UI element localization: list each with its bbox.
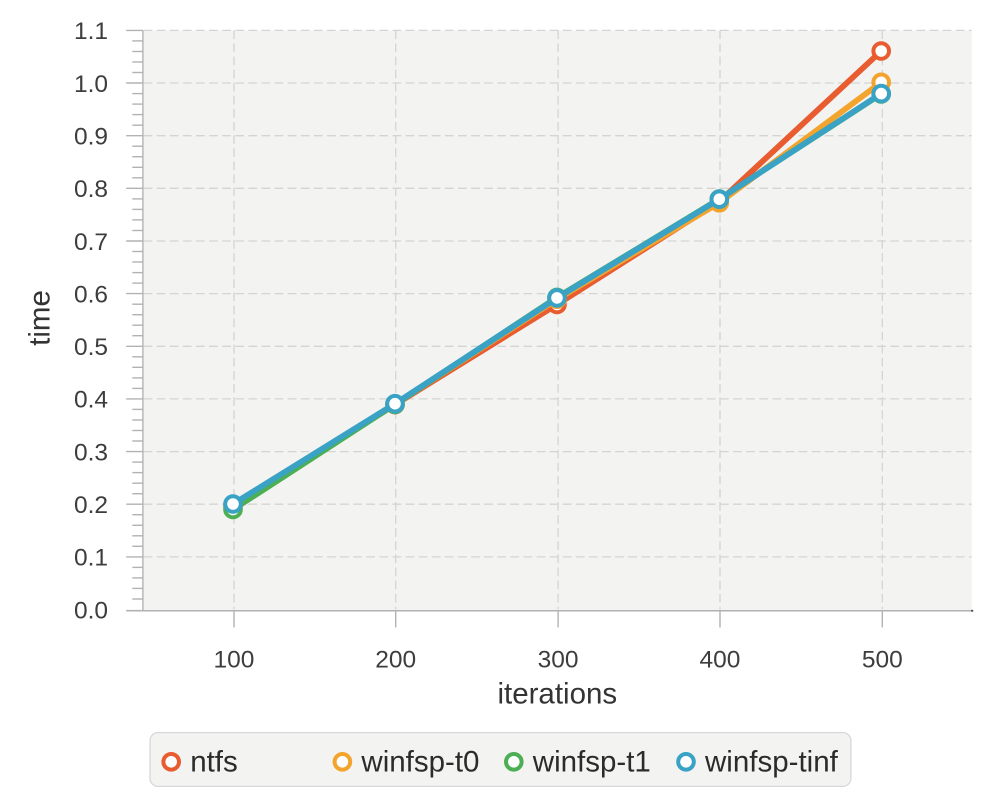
svg-text:0.5: 0.5 [74,334,108,361]
svg-text:0.1: 0.1 [74,545,108,572]
svg-text:winfsp-t0: winfsp-t0 [360,745,479,778]
svg-text:100: 100 [214,647,255,674]
svg-text:1.1: 1.1 [74,18,108,45]
svg-text:400: 400 [700,647,741,674]
svg-text:0.2: 0.2 [74,492,108,519]
svg-text:500: 500 [862,647,903,674]
svg-text:0.9: 0.9 [74,124,108,151]
svg-text:winfsp-tinf: winfsp-tinf [704,745,839,778]
svg-text:0.7: 0.7 [74,229,108,256]
svg-text:200: 200 [375,647,416,674]
svg-text:0.8: 0.8 [74,176,108,203]
svg-text:1.0: 1.0 [74,71,108,98]
svg-text:time: time [24,290,57,346]
svg-text:winfsp-t1: winfsp-t1 [532,745,651,778]
svg-text:0.6: 0.6 [74,281,108,308]
svg-text:300: 300 [538,647,579,674]
svg-text:0.3: 0.3 [74,439,108,466]
svg-text:iterations: iterations [497,678,617,711]
svg-text:0.0: 0.0 [74,597,108,624]
svg-text:ntfs: ntfs [190,745,238,778]
svg-text:0.4: 0.4 [74,387,108,414]
